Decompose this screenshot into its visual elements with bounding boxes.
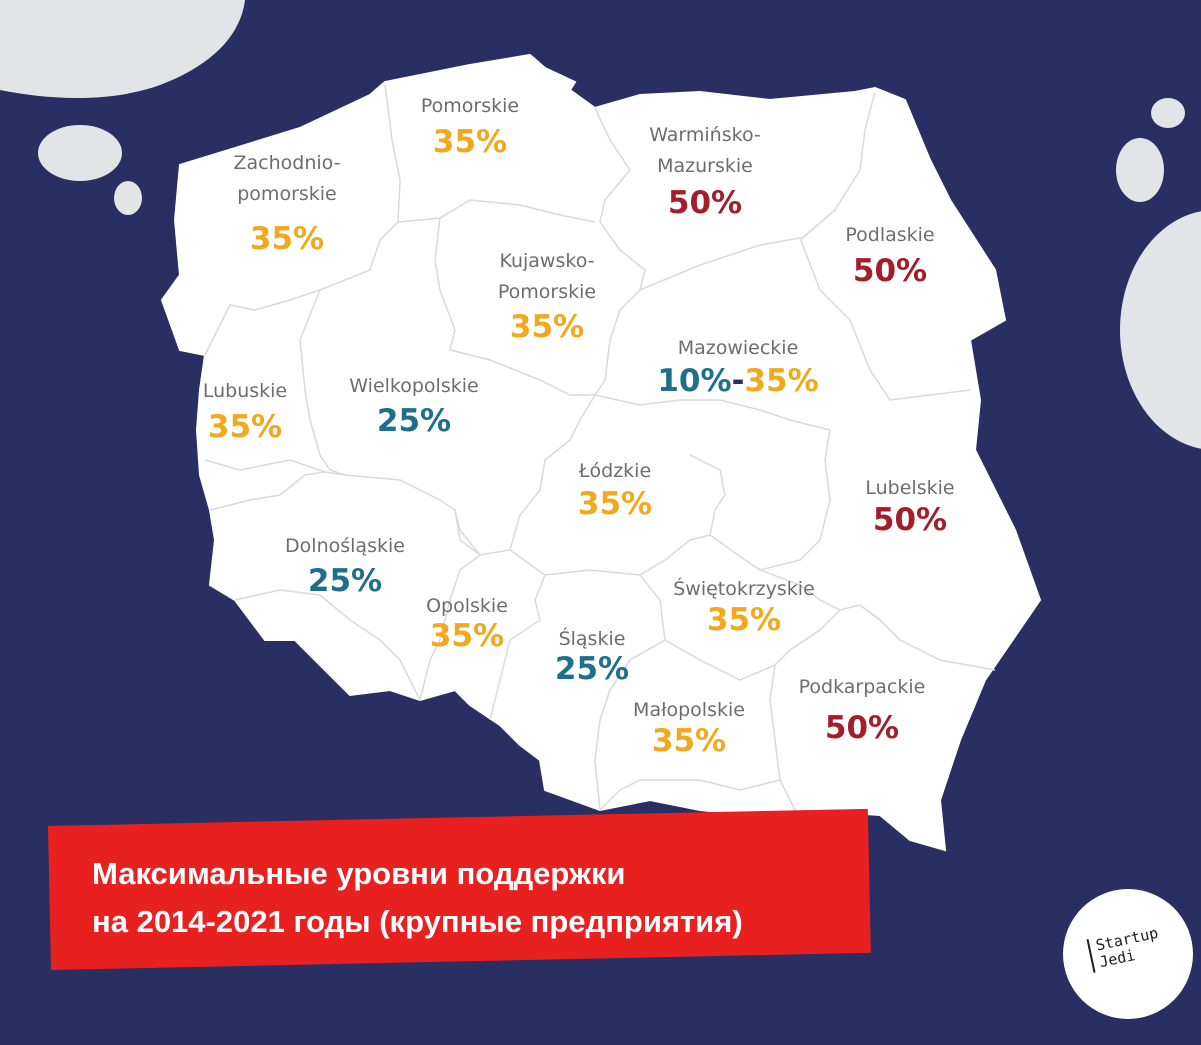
blob-small-right — [1116, 138, 1164, 202]
region-support-value: 35% — [707, 602, 781, 638]
region-name: Lubelskie — [865, 477, 954, 499]
region-name: Zachodnio-pomorskie — [234, 152, 341, 205]
region-name-line: Lubelskie — [865, 477, 954, 499]
region-support-value: 35% — [430, 618, 504, 654]
region-support-value: 35% — [208, 409, 282, 445]
startup-jedi-logo: Startup Jedi — [1063, 889, 1193, 1019]
region-support-value: 35% — [250, 221, 324, 257]
region-support-value: 50% — [668, 185, 742, 221]
region-name-line: Wielkopolskie — [349, 375, 478, 397]
region-name: Podlaskie — [845, 224, 934, 246]
region-name-line: Pomorskie — [498, 281, 596, 303]
region-support-value-part: - — [732, 363, 745, 399]
region-support-value: 50% — [853, 253, 927, 289]
region-name: Dolnośląskie — [285, 535, 405, 557]
blob-large-right — [1120, 211, 1201, 449]
region-name: Śląskie — [559, 626, 626, 650]
region-name-line: Mazowieckie — [678, 337, 799, 359]
region-support-value: 25% — [308, 563, 382, 599]
region-borders — [204, 84, 996, 821]
region-support-value: 35% — [433, 124, 507, 160]
region-labels: Pomorskie 35% Warmińsko- Mazurskie 50% Zachod… — [203, 95, 955, 759]
region-name-line: Kujawsko- — [499, 250, 594, 272]
region-support-value: 10%-35% — [657, 363, 818, 399]
logo-text: Startup Jedi — [1086, 919, 1190, 973]
poland-map-outline — [160, 53, 1042, 852]
region-name-line: Opolskie — [426, 595, 508, 617]
region-name-line: Dolnośląskie — [285, 535, 405, 557]
corner-blob-top-left — [0, 0, 245, 99]
region-name-line: Śląskie — [559, 626, 626, 650]
region-support-value-part: 35% — [744, 363, 818, 399]
blob-small-left — [38, 125, 122, 181]
region-support-value: 25% — [555, 651, 629, 687]
region-support-value-part: 10% — [657, 363, 731, 399]
region-name-line: Pomorskie — [421, 95, 519, 117]
region-name: Wielkopolskie — [349, 375, 478, 397]
region-name-line: Świętokrzyskie — [673, 576, 815, 600]
region-name: Kujawsko- Pomorskie — [498, 250, 596, 303]
region-name: Pomorskie — [421, 95, 519, 117]
region-name-line: Lubuskie — [203, 380, 287, 402]
region-name: Opolskie — [426, 595, 508, 617]
region-support-value: 35% — [652, 723, 726, 759]
region-name-line: Mazurskie — [657, 155, 753, 177]
region-name-line: pomorskie — [237, 183, 337, 205]
region-name-line: Łódzkie — [578, 460, 651, 482]
region-support-value: 25% — [377, 403, 451, 439]
region-name-line: Podlaskie — [845, 224, 934, 246]
region-name: Podkarpackie — [799, 676, 926, 698]
region-support-value: 35% — [578, 486, 652, 522]
blob-dot-left — [114, 181, 142, 215]
region-name: Mazowieckie — [678, 337, 799, 359]
region-support-value: 50% — [825, 710, 899, 746]
region-name: Małopolskie — [633, 699, 745, 721]
region-name: Warmińsko- Mazurskie — [649, 124, 761, 177]
region-support-value: 35% — [510, 309, 584, 345]
banner-title-line-1: Максимальные уровни поддержки — [92, 856, 626, 891]
banner-title: Максимальные уровни поддержки на 2014-20… — [92, 850, 852, 946]
region-name-line: Warmińsko- — [649, 124, 761, 146]
region-name: Łódzkie — [578, 460, 651, 482]
blob-dot-right — [1151, 98, 1185, 128]
region-name-line: Podkarpackie — [799, 676, 926, 698]
region-name: Świętokrzyskie — [673, 576, 815, 600]
region-name: Lubuskie — [203, 380, 287, 402]
region-name-line: Zachodnio- — [234, 152, 341, 174]
banner-title-line-2: на 2014-2021 годы (крупные предприятия) — [92, 904, 743, 939]
region-name-line: Małopolskie — [633, 699, 745, 721]
region-support-value: 50% — [873, 502, 947, 538]
